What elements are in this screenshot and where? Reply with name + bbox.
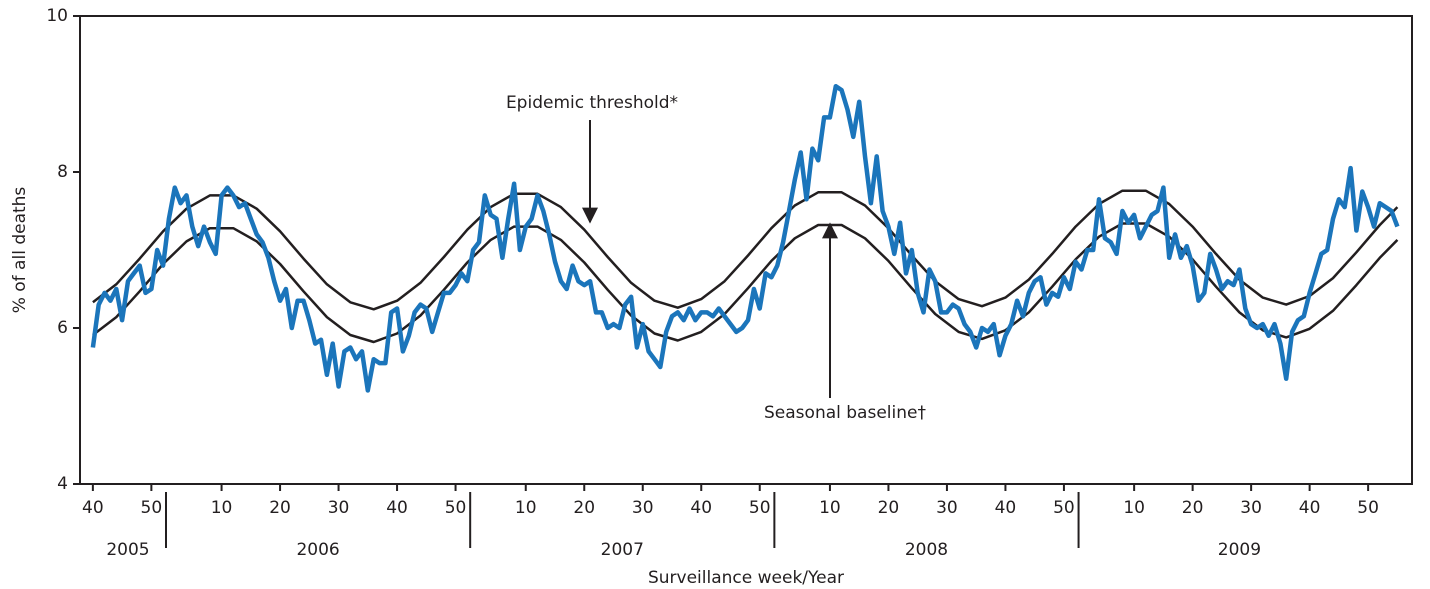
y-tick-label: 4 <box>57 474 68 494</box>
x-tick-label: 20 <box>269 498 291 518</box>
x-tick-label: 30 <box>1240 498 1262 518</box>
y-tick-label: 8 <box>57 162 68 182</box>
y-tick-label: 6 <box>57 318 68 338</box>
x-tick-label: 40 <box>1299 498 1321 518</box>
x-tick-label: 40 <box>82 498 104 518</box>
x-tick-label: 40 <box>995 498 1017 518</box>
year-label: 2008 <box>905 540 948 560</box>
x-tick-label: 20 <box>573 498 595 518</box>
x-tick-label: 10 <box>1123 498 1145 518</box>
year-label: 2009 <box>1218 540 1261 560</box>
x-axis-title: Surveillance week/Year <box>648 568 844 588</box>
y-tick-label: 10 <box>46 6 68 26</box>
x-tick-label: 10 <box>515 498 537 518</box>
x-tick-label: 40 <box>386 498 408 518</box>
x-tick-label: 40 <box>690 498 712 518</box>
x-tick-label: 30 <box>632 498 654 518</box>
x-tick-label: 30 <box>328 498 350 518</box>
x-tick-label: 30 <box>936 498 958 518</box>
year-label: 2007 <box>601 540 644 560</box>
x-tick-label: 50 <box>1357 498 1379 518</box>
x-tick-label: 10 <box>819 498 841 518</box>
annotation: Epidemic threshold* <box>506 93 678 113</box>
x-tick-label: 10 <box>211 498 233 518</box>
series-line <box>92 189 1399 311</box>
series-line <box>90 83 1400 393</box>
x-tick-label: 50 <box>1053 498 1075 518</box>
x-tick-label: 20 <box>1182 498 1204 518</box>
x-tick-label: 50 <box>445 498 467 518</box>
plot-frame <box>79 15 1413 485</box>
x-tick-label: 50 <box>141 498 163 518</box>
annotation: Seasonal baseline† <box>764 403 926 423</box>
year-label: 2005 <box>106 540 149 560</box>
year-label: 2006 <box>296 540 339 560</box>
y-axis-title: % of all deaths <box>10 187 30 314</box>
x-tick-label: 20 <box>878 498 900 518</box>
x-tick-label: 50 <box>749 498 771 518</box>
